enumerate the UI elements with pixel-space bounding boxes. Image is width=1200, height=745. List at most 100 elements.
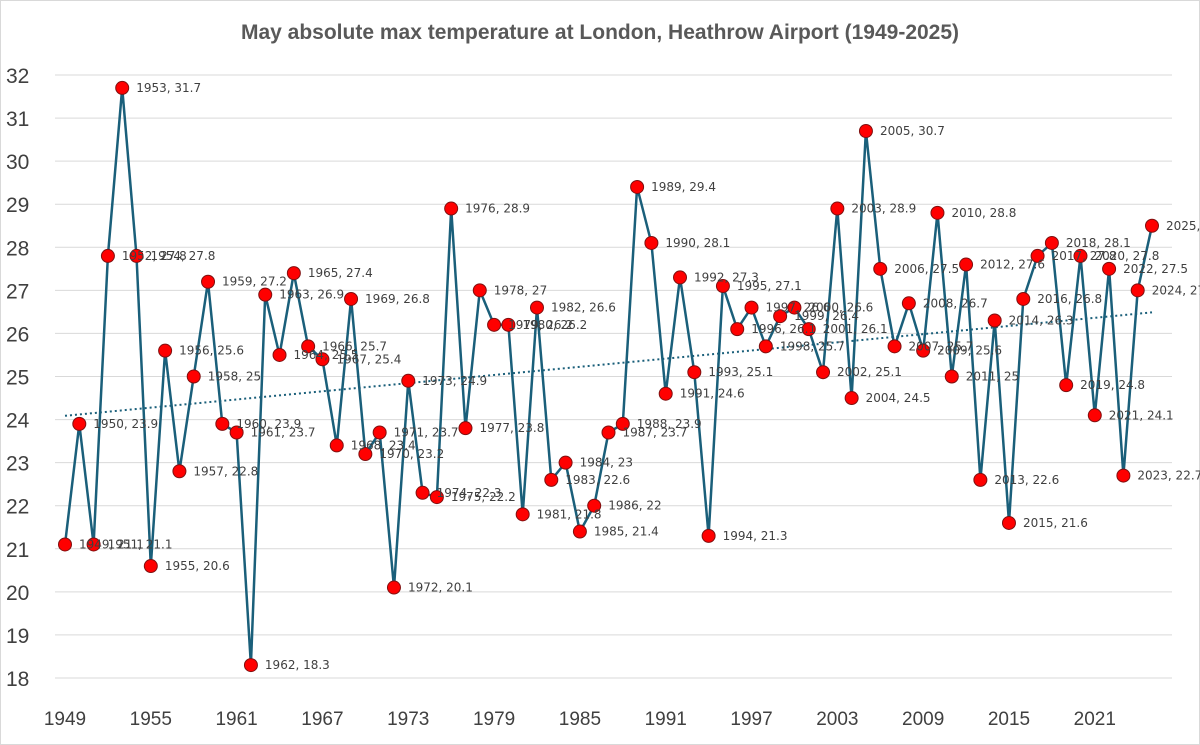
y-tick-label: 22 bbox=[6, 496, 29, 519]
data-label-1957: 1957, 22.8 bbox=[193, 464, 258, 478]
data-point-1980 bbox=[501, 317, 516, 332]
data-point-1986 bbox=[587, 498, 602, 513]
data-point-1991 bbox=[658, 386, 673, 401]
data-label-2003: 2003, 28.9 bbox=[851, 202, 916, 216]
data-label-1961: 1961, 23.7 bbox=[251, 425, 316, 439]
data-label-1975: 1975, 22.2 bbox=[451, 490, 516, 504]
y-tick-label: 18 bbox=[6, 668, 29, 691]
data-label-1952: 1952, 27.8 bbox=[122, 249, 187, 263]
data-label-1995: 1995, 27.1 bbox=[737, 279, 802, 293]
data-point-2004 bbox=[844, 391, 859, 406]
data-label-1989: 1989, 29.4 bbox=[651, 180, 716, 194]
data-label-1986: 1986, 22 bbox=[608, 499, 661, 513]
data-point-1979 bbox=[487, 317, 502, 332]
data-points bbox=[58, 80, 1159, 673]
y-tick-label: 19 bbox=[6, 625, 29, 648]
data-point-1951 bbox=[86, 537, 101, 552]
data-label-1965: 1965, 27.4 bbox=[308, 266, 373, 280]
data-label-1987: 1987, 23.7 bbox=[623, 425, 688, 439]
data-label-1983: 1983, 22.6 bbox=[565, 473, 630, 487]
data-point-2005 bbox=[858, 123, 873, 138]
data-label-2008: 2008, 26.7 bbox=[923, 296, 988, 310]
data-point-2012 bbox=[959, 257, 974, 272]
data-point-1969 bbox=[344, 291, 359, 306]
data-point-1976 bbox=[444, 201, 459, 216]
data-label-1967: 1967, 25.4 bbox=[336, 352, 401, 366]
x-tick-label: 2021 bbox=[1074, 709, 1116, 730]
data-label-1971: 1971, 23.7 bbox=[394, 425, 459, 439]
data-point-1960 bbox=[215, 416, 230, 431]
x-tick-label: 1967 bbox=[301, 709, 343, 730]
x-tick-label: 2009 bbox=[902, 709, 944, 730]
data-label-1991: 1991, 24.6 bbox=[680, 387, 745, 401]
data-label-2011: 2011, 25 bbox=[966, 370, 1019, 384]
data-label-2001: 2001, 26.1 bbox=[823, 322, 888, 336]
data-label-1970: 1970, 23.2 bbox=[379, 447, 444, 461]
data-point-1997 bbox=[744, 300, 759, 315]
x-tick-label: 2015 bbox=[988, 709, 1030, 730]
data-label-1964: 1964, 25.5 bbox=[294, 348, 359, 362]
data-label-2024: 2024, 27 bbox=[1152, 283, 1200, 297]
data-point-1970 bbox=[358, 447, 373, 462]
data-label-1980: 1980, 26.2 bbox=[522, 318, 587, 332]
x-tick-label: 1997 bbox=[730, 709, 772, 730]
x-tick-label: 1973 bbox=[387, 709, 429, 730]
chart-title: May absolute max temperature at London, … bbox=[241, 21, 959, 44]
data-point-1985 bbox=[572, 524, 587, 539]
data-point-2024 bbox=[1130, 283, 1145, 298]
data-label-1979: 1979, 26.2 bbox=[508, 318, 573, 332]
y-tick-label: 30 bbox=[6, 151, 29, 174]
data-point-1953 bbox=[115, 80, 130, 95]
data-point-2016 bbox=[1016, 291, 1031, 306]
data-label-1951: 1951, 21.1 bbox=[108, 537, 173, 551]
data-label-2010: 2010, 28.8 bbox=[951, 206, 1016, 220]
data-label-1997: 1997, 26.6 bbox=[766, 301, 831, 315]
data-point-1966 bbox=[301, 339, 316, 354]
data-label-2012: 2012, 27.6 bbox=[980, 258, 1045, 272]
data-point-1998 bbox=[758, 339, 773, 354]
data-point-1962 bbox=[243, 658, 258, 673]
data-point-2002 bbox=[816, 365, 831, 380]
data-label-1999: 1999, 26.4 bbox=[794, 309, 859, 323]
data-point-2008 bbox=[901, 296, 916, 311]
data-point-1989 bbox=[630, 179, 645, 194]
data-label-1981: 1981, 21.8 bbox=[537, 507, 602, 521]
linear-trendline bbox=[64, 311, 1153, 417]
data-point-1957 bbox=[172, 464, 187, 479]
data-label-1959: 1959, 27.2 bbox=[222, 275, 287, 289]
data-label-1972: 1972, 20.1 bbox=[408, 581, 473, 595]
data-point-1952 bbox=[100, 248, 115, 263]
data-point-1982 bbox=[529, 300, 544, 315]
y-tick-label: 21 bbox=[6, 539, 29, 562]
data-point-2011 bbox=[944, 369, 959, 384]
data-point-2020 bbox=[1073, 248, 1088, 263]
y-tick-label: 26 bbox=[6, 323, 29, 346]
data-point-1967 bbox=[315, 352, 330, 367]
data-point-1964 bbox=[272, 347, 287, 362]
data-point-2025 bbox=[1145, 218, 1159, 233]
data-label-2025: 2025, 28.5 bbox=[1166, 219, 1200, 233]
data-point-1950 bbox=[72, 416, 87, 431]
data-label-2009: 2009, 25.6 bbox=[937, 344, 1002, 358]
y-tick-label: 29 bbox=[6, 194, 29, 217]
y-tick-label: 32 bbox=[6, 65, 29, 88]
data-point-1994 bbox=[701, 528, 716, 543]
data-point-1981 bbox=[515, 507, 530, 522]
y-tick-label: 25 bbox=[6, 367, 29, 390]
data-point-1955 bbox=[143, 559, 158, 574]
data-point-1999 bbox=[773, 309, 788, 324]
data-label-1992: 1992, 27.3 bbox=[694, 270, 759, 284]
data-point-2019 bbox=[1059, 378, 1074, 393]
data-point-1978 bbox=[472, 283, 487, 298]
data-point-2000 bbox=[787, 300, 802, 315]
data-point-1990 bbox=[644, 235, 659, 250]
data-point-1995 bbox=[715, 279, 730, 294]
data-label-1974: 1974, 22.3 bbox=[437, 486, 502, 500]
x-tick-label: 1955 bbox=[130, 709, 172, 730]
y-tick-label: 20 bbox=[6, 582, 29, 605]
data-point-1959 bbox=[201, 274, 216, 289]
data-point-1983 bbox=[544, 472, 559, 487]
x-tick-label: 1979 bbox=[473, 709, 515, 730]
